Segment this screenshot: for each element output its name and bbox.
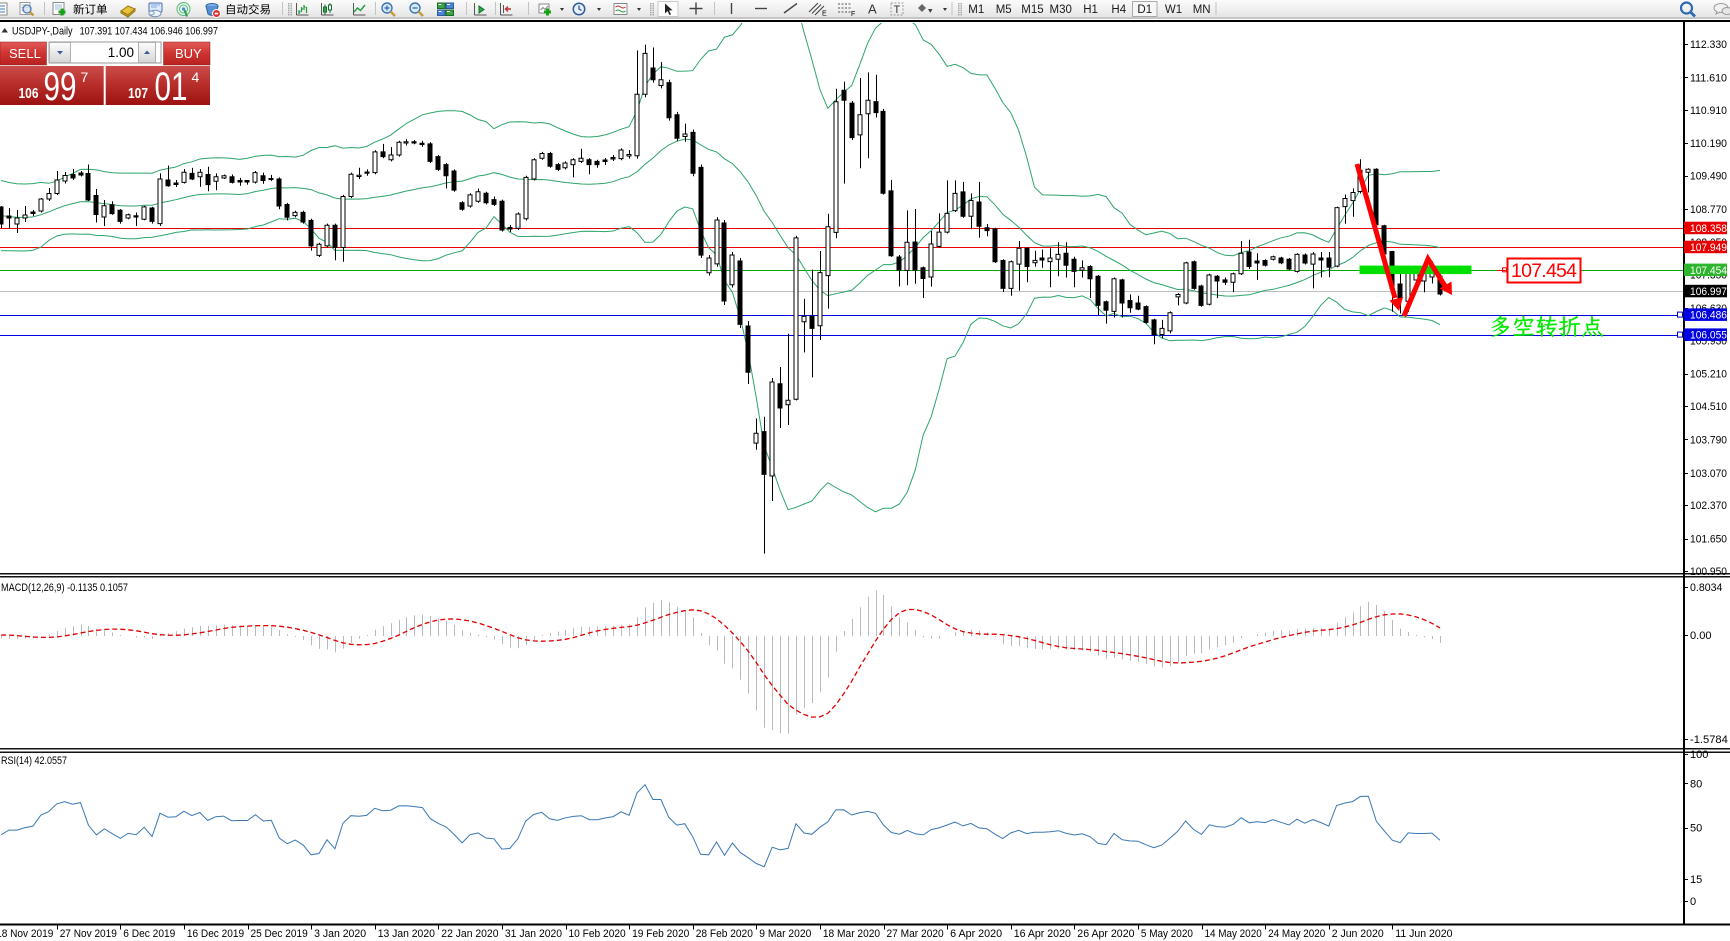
svg-text:26 Apr 2020: 26 Apr 2020: [1077, 928, 1134, 940]
svg-text:01: 01: [155, 65, 188, 109]
svg-text:107.454: 107.454: [1511, 260, 1577, 282]
svg-text:RSI(14) 42.0557: RSI(14) 42.0557: [1, 755, 67, 767]
svg-text:103.790: 103.790: [1690, 435, 1727, 447]
svg-text:MN: MN: [1193, 4, 1211, 16]
svg-text:103.070: 103.070: [1690, 468, 1727, 480]
svg-text:99: 99: [44, 65, 77, 109]
svg-text:110.910: 110.910: [1690, 105, 1727, 117]
svg-text:100.950: 100.950: [1690, 566, 1727, 578]
svg-text:9 Mar 2020: 9 Mar 2020: [759, 928, 811, 940]
svg-text:104.510: 104.510: [1690, 401, 1727, 413]
svg-text:106.055: 106.055: [1690, 330, 1727, 342]
svg-text:15: 15: [1690, 874, 1702, 886]
svg-text:SELL: SELL: [9, 46, 41, 61]
svg-text:18 Mar 2020: 18 Mar 2020: [823, 928, 880, 940]
svg-text:0.00: 0.00: [1690, 630, 1712, 642]
svg-text:22 Jan 2020: 22 Jan 2020: [441, 928, 498, 940]
svg-text:106.486: 106.486: [1690, 310, 1727, 322]
svg-text:27 Nov 2019: 27 Nov 2019: [60, 928, 117, 940]
svg-text:4: 4: [192, 69, 200, 85]
svg-text:19 Feb 2020: 19 Feb 2020: [632, 928, 689, 940]
svg-text:D1: D1: [1137, 4, 1152, 16]
svg-text:11 Jun 2020: 11 Jun 2020: [1395, 928, 1452, 940]
svg-text:2 Jun 2020: 2 Jun 2020: [1332, 928, 1384, 940]
svg-text:24 May 2020: 24 May 2020: [1268, 928, 1325, 940]
svg-text:106: 106: [19, 85, 39, 102]
svg-text:M30: M30: [1050, 4, 1072, 16]
svg-text:-1.5784: -1.5784: [1690, 734, 1728, 746]
svg-text:A: A: [868, 2, 877, 17]
svg-text:W1: W1: [1165, 4, 1182, 16]
svg-text:M1: M1: [968, 4, 984, 16]
svg-text:80: 80: [1690, 778, 1702, 790]
svg-text:31 Jan 2020: 31 Jan 2020: [505, 928, 562, 940]
svg-text:6 Dec 2019: 6 Dec 2019: [123, 928, 175, 940]
svg-text:109.490: 109.490: [1690, 171, 1727, 183]
svg-text:112.330: 112.330: [1690, 39, 1727, 51]
svg-text:0.8034: 0.8034: [1690, 582, 1722, 594]
svg-text:100: 100: [1690, 749, 1708, 761]
svg-text:111.610: 111.610: [1690, 72, 1727, 84]
svg-text:13 Jan 2020: 13 Jan 2020: [378, 928, 435, 940]
svg-text:105.210: 105.210: [1690, 369, 1727, 381]
svg-text:F: F: [851, 11, 855, 18]
svg-text:H4: H4: [1111, 4, 1126, 16]
svg-text:14 May 2020: 14 May 2020: [1205, 928, 1262, 940]
svg-text:108.358: 108.358: [1690, 223, 1727, 235]
svg-text:M5: M5: [996, 4, 1012, 16]
svg-text:110.190: 110.190: [1690, 138, 1727, 150]
svg-text:0: 0: [1690, 896, 1696, 908]
svg-text:1.00: 1.00: [108, 45, 134, 60]
svg-text:28 Feb 2020: 28 Feb 2020: [696, 928, 753, 940]
svg-text:107: 107: [128, 85, 148, 102]
svg-text:107.949: 107.949: [1690, 242, 1727, 254]
svg-text:25 Dec 2019: 25 Dec 2019: [251, 928, 308, 940]
svg-text:102.370: 102.370: [1690, 500, 1727, 512]
svg-text:T: T: [894, 4, 901, 16]
svg-text:3 Jan 2020: 3 Jan 2020: [314, 928, 366, 940]
svg-text:106.997: 106.997: [1690, 286, 1727, 298]
svg-text:107.454: 107.454: [1690, 265, 1727, 277]
svg-text:E: E: [822, 11, 827, 18]
svg-text:16 Dec 2019: 16 Dec 2019: [187, 928, 244, 940]
svg-text:50: 50: [1690, 823, 1702, 835]
svg-text:6 Apr 2020: 6 Apr 2020: [950, 928, 1002, 940]
svg-text:USDJPY-,Daily 107.391 107.434: USDJPY-,Daily 107.391 107.434 106.946 10…: [12, 26, 218, 38]
svg-text:101.650: 101.650: [1690, 534, 1727, 546]
svg-text:7: 7: [81, 69, 89, 85]
svg-text:16 Apr 2020: 16 Apr 2020: [1014, 928, 1071, 940]
svg-text:MACD(12,26,9) -0.1135 0.1057: MACD(12,26,9) -0.1135 0.1057: [1, 582, 128, 594]
svg-text:M15: M15: [1021, 4, 1043, 16]
svg-text:18 Nov 2019: 18 Nov 2019: [0, 928, 53, 940]
svg-text:H1: H1: [1083, 4, 1098, 16]
svg-text:10 Feb 2020: 10 Feb 2020: [569, 928, 626, 940]
svg-text:108.770: 108.770: [1690, 204, 1727, 216]
svg-text:5 May 2020: 5 May 2020: [1141, 928, 1193, 940]
svg-text:27 Mar 2020: 27 Mar 2020: [887, 928, 944, 940]
svg-text:BUY: BUY: [175, 46, 202, 61]
